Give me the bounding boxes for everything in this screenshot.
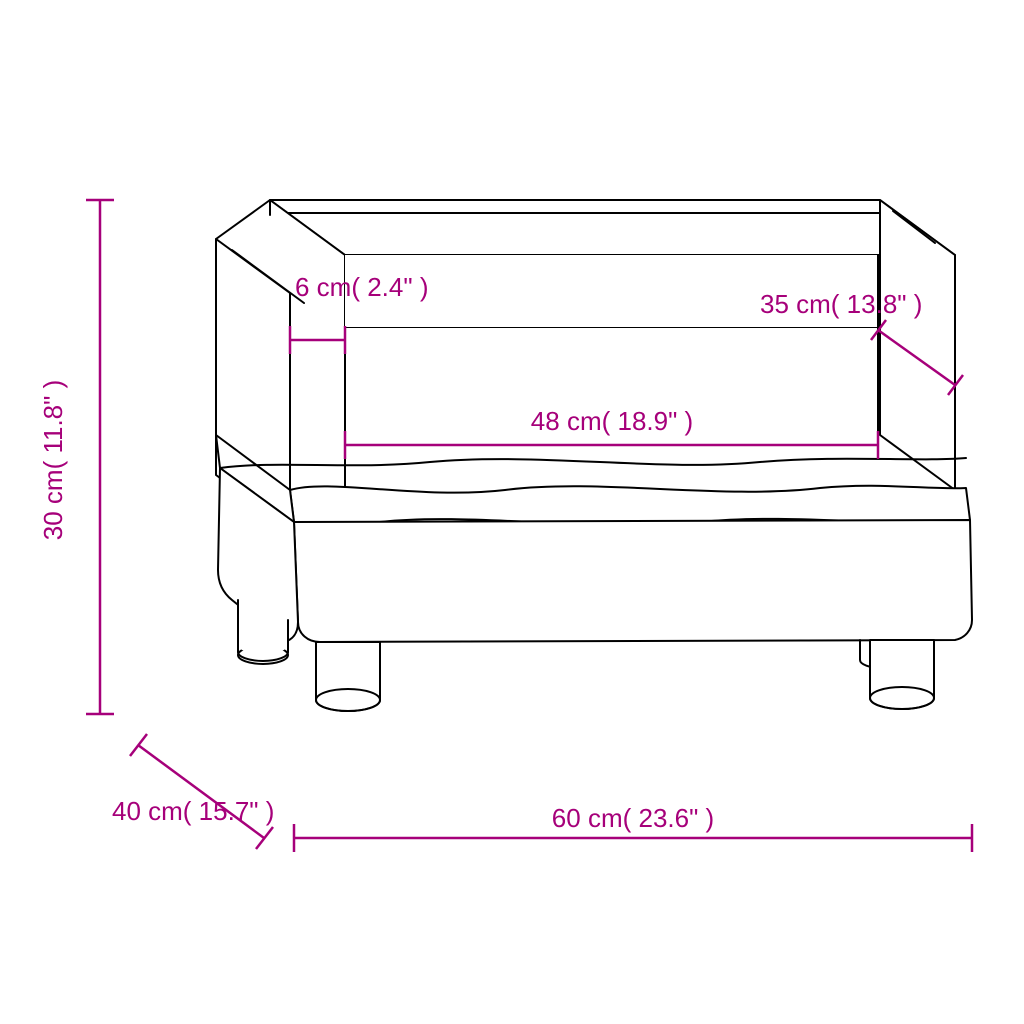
dim-seat-width-label: 48 cm( 18.9" ) — [531, 406, 693, 436]
dim-overall-width-label: 60 cm( 23.6" ) — [552, 803, 714, 833]
dim-height-label: 30 cm( 11.8" ) — [38, 380, 68, 540]
dim-overall-depth: 40 cm( 15.7" ) — [112, 734, 274, 849]
dim-height: 30 cm( 11.8" ) — [38, 200, 114, 714]
dim-arm-thickness-label: 6 cm( 2.4" ) — [295, 272, 428, 302]
dimension-diagram: 30 cm( 11.8" ) 6 cm( 2.4" ) 35 cm( 13.8"… — [0, 0, 1024, 1024]
dim-seat-depth-label: 35 cm( 13.8" ) — [760, 289, 922, 319]
dim-overall-width: 60 cm( 23.6" ) — [294, 803, 972, 852]
dim-seat-width: 48 cm( 18.9" ) — [345, 406, 878, 459]
dim-overall-depth-label: 40 cm( 15.7" ) — [112, 796, 274, 826]
